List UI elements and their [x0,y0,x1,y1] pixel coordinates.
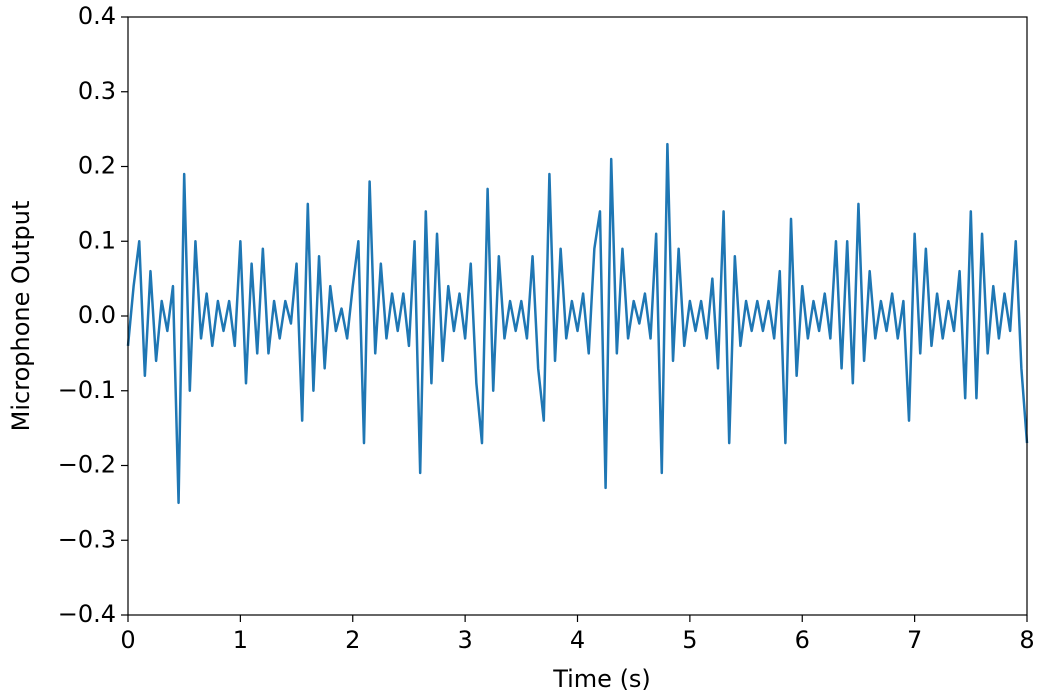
x-tick-label: 5 [682,626,697,654]
x-tick-label: 7 [907,626,922,654]
y-axis-label: Microphone Output [7,201,35,432]
y-tick-label: −0.3 [58,525,116,553]
data-line [126,142,1029,505]
x-tick-label: 0 [120,626,135,654]
x-tick-label: 4 [570,626,585,654]
y-tick-label: −0.2 [58,451,116,479]
x-axis-label: Time (s) [552,665,651,693]
y-tick-label: 0.3 [78,77,116,105]
y-tick-label: −0.1 [58,376,116,404]
y-tick-label: −0.4 [58,600,116,628]
x-tick-label: 2 [345,626,360,654]
x-tick-label: 1 [233,626,248,654]
plot-frame [127,16,1028,616]
y-tick-label: 0.4 [78,2,116,30]
x-tick-label: 6 [795,626,810,654]
x-tick-label: 8 [1019,626,1034,654]
y-tick-label: 0.2 [78,152,116,180]
x-tick-label: 3 [457,626,472,654]
y-tick-label: 0.1 [78,226,116,254]
y-tick-label: 0.0 [78,301,116,329]
